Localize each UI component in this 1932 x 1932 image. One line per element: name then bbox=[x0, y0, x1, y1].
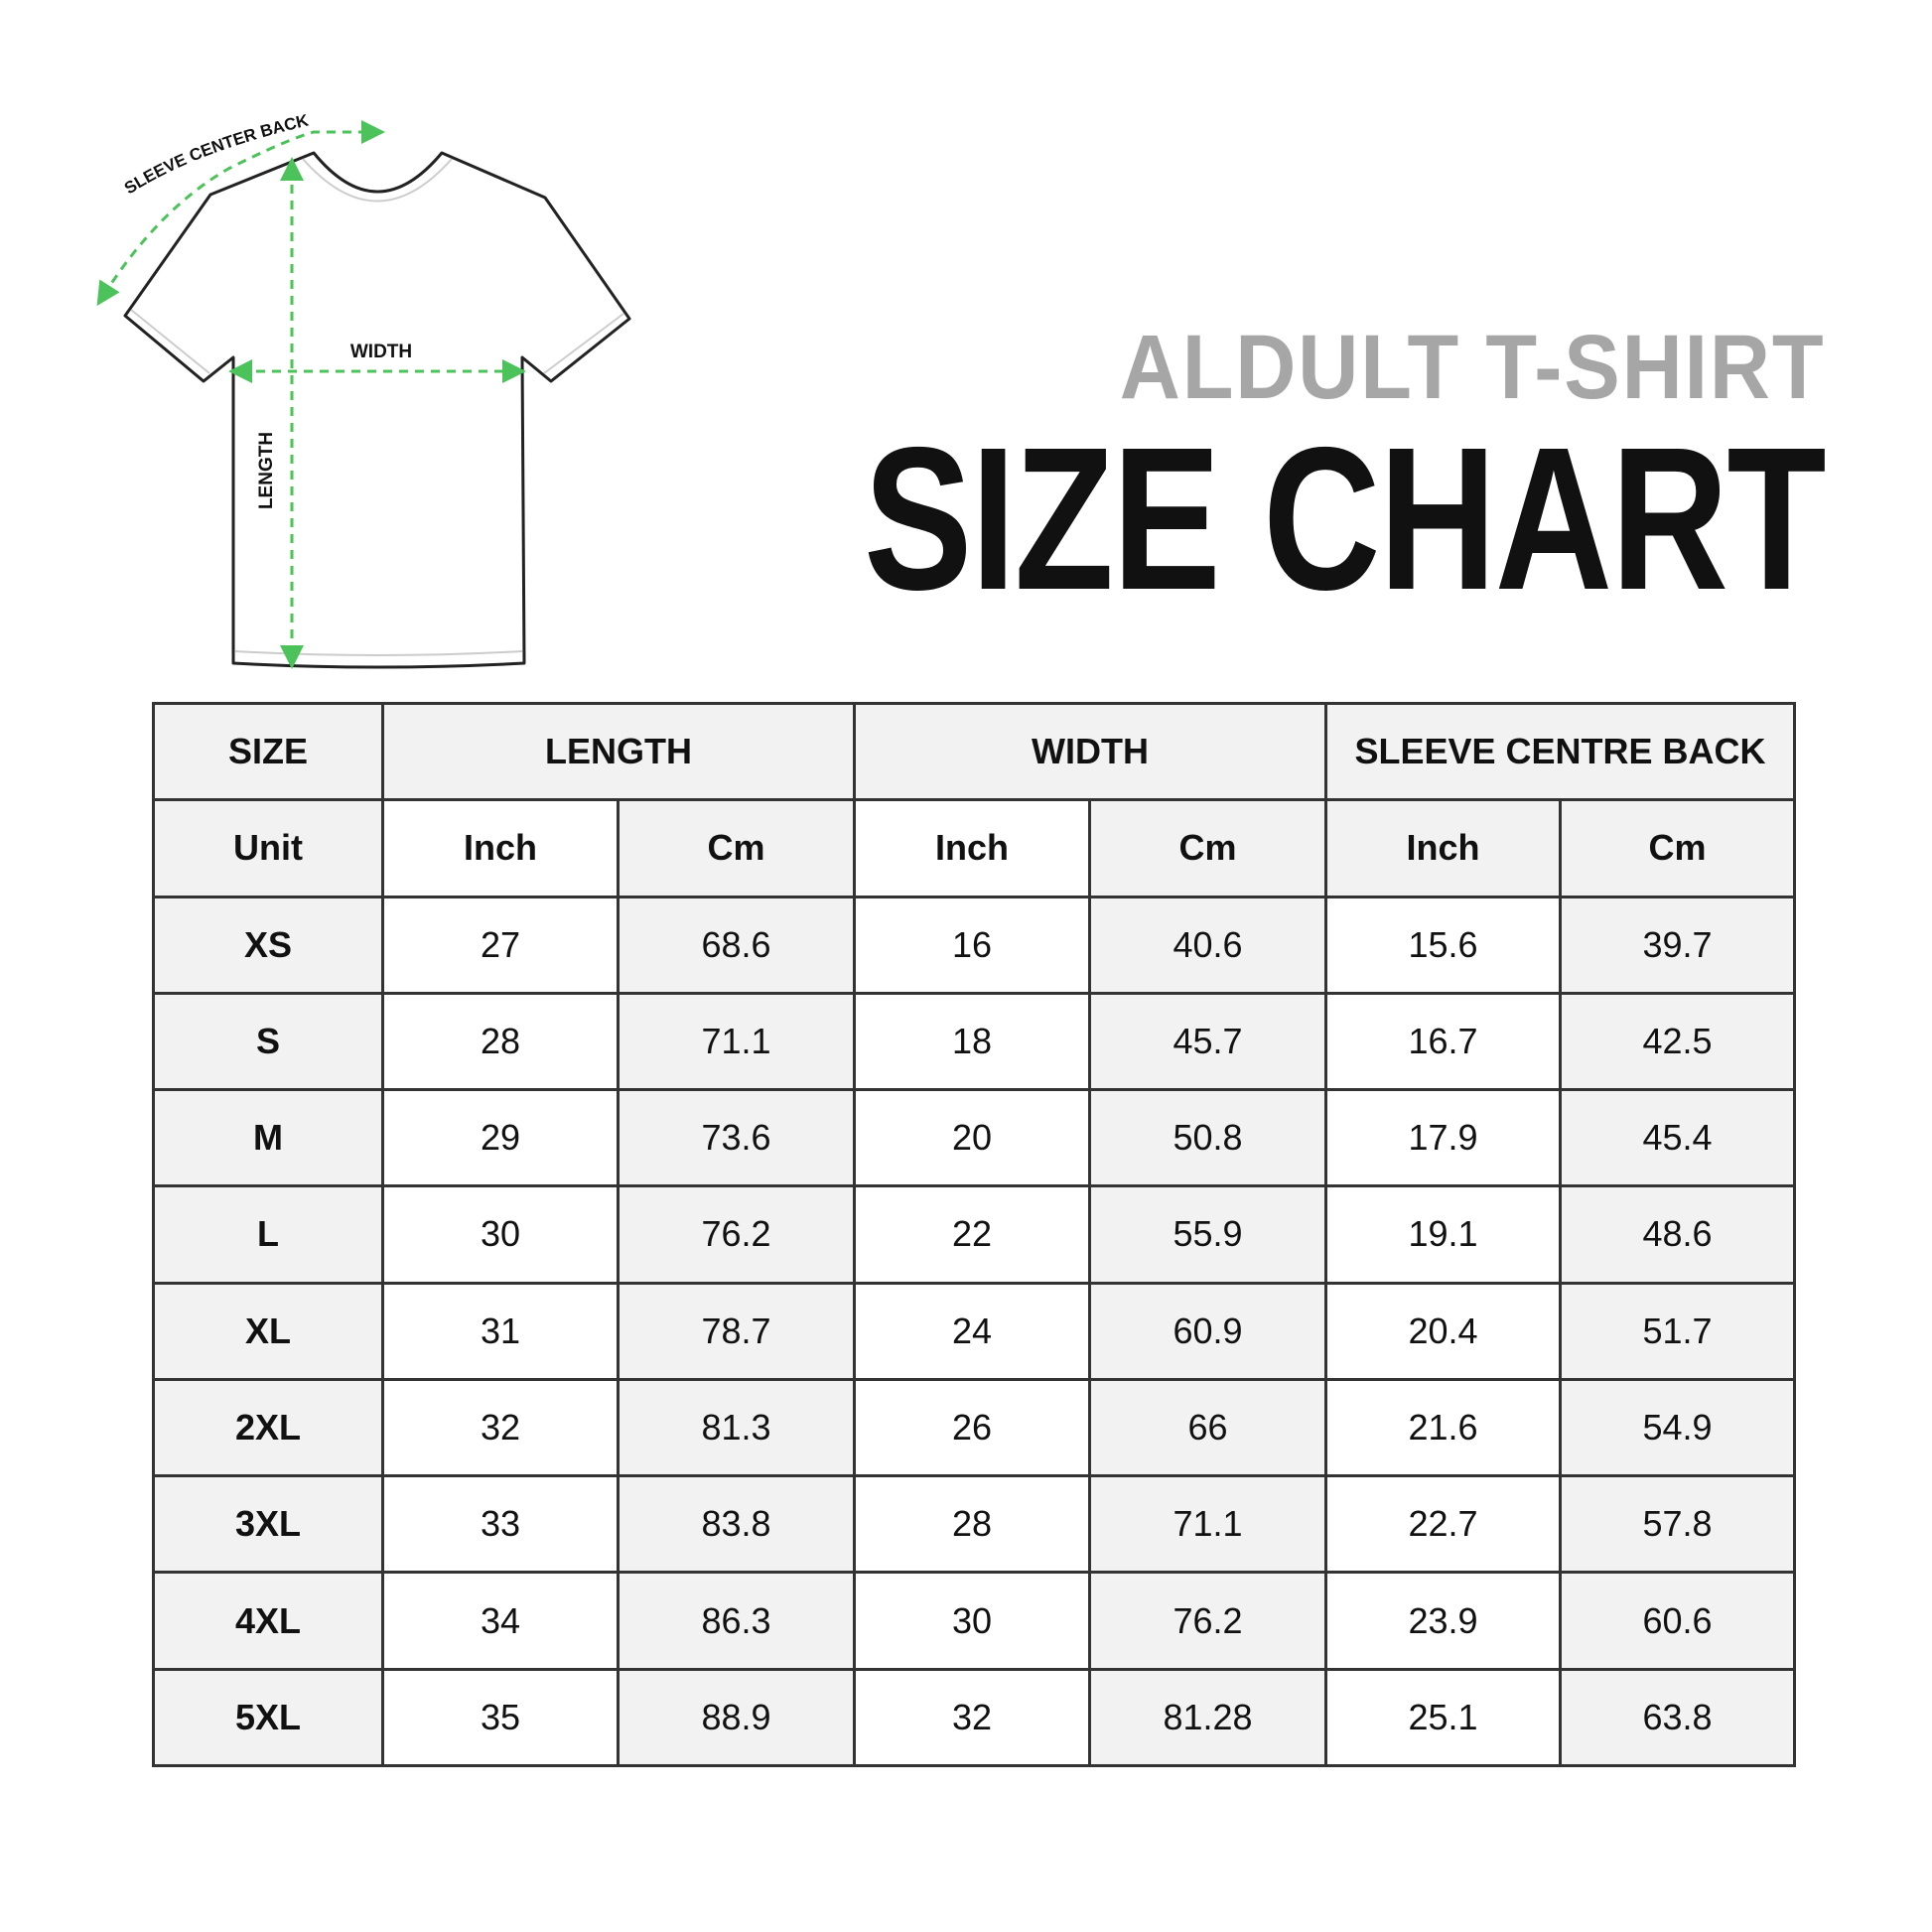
width-label: WIDTH bbox=[350, 342, 412, 362]
value-cell: 39.7 bbox=[1559, 895, 1796, 995]
unit-header: Inch bbox=[1324, 798, 1562, 898]
subtitle: ALDULT T-SHIRT bbox=[1119, 317, 1825, 418]
value-cell: 45.4 bbox=[1559, 1088, 1796, 1188]
table-row: S 28 71.1 18 45.7 16.7 42.5 bbox=[152, 991, 1796, 1092]
value-cell: 28 bbox=[853, 1474, 1091, 1575]
value-cell: 71.1 bbox=[617, 991, 856, 1092]
value-cell: 48.6 bbox=[1559, 1184, 1796, 1285]
size-cell: M bbox=[152, 1088, 384, 1188]
size-cell: L bbox=[152, 1184, 384, 1285]
value-cell: 27 bbox=[381, 895, 620, 995]
value-cell: 45.7 bbox=[1088, 991, 1327, 1092]
unit-header: Inch bbox=[381, 798, 620, 898]
value-cell: 55.9 bbox=[1088, 1184, 1327, 1285]
size-cell: 4XL bbox=[152, 1571, 384, 1671]
header-length: LENGTH bbox=[381, 701, 856, 802]
value-cell: 81.3 bbox=[617, 1377, 856, 1478]
value-cell: 76.2 bbox=[617, 1184, 856, 1285]
size-cell: XS bbox=[152, 895, 384, 995]
value-cell: 81.28 bbox=[1088, 1667, 1327, 1768]
table-row: 5XL 35 88.9 32 81.28 25.1 63.8 bbox=[152, 1667, 1796, 1768]
measure-lines bbox=[96, 120, 526, 669]
size-chart-table: SIZE LENGTH WIDTH SLEEVE CENTRE BACK Uni… bbox=[152, 701, 1796, 1768]
value-cell: 30 bbox=[381, 1184, 620, 1285]
value-cell: 51.7 bbox=[1559, 1281, 1796, 1381]
tshirt-outline bbox=[123, 151, 631, 669]
value-cell: 25.1 bbox=[1324, 1667, 1562, 1768]
value-cell: 22.7 bbox=[1324, 1474, 1562, 1575]
value-cell: 21.6 bbox=[1324, 1377, 1562, 1478]
value-cell: 68.6 bbox=[617, 895, 856, 995]
value-cell: 66 bbox=[1088, 1377, 1327, 1478]
table-row: M 29 73.6 20 50.8 17.9 45.4 bbox=[152, 1088, 1796, 1188]
page-title: SIZE CHART bbox=[864, 405, 1827, 632]
value-cell: 16.7 bbox=[1324, 991, 1562, 1092]
value-cell: 31 bbox=[381, 1281, 620, 1381]
value-cell: 78.7 bbox=[617, 1281, 856, 1381]
value-cell: 26 bbox=[853, 1377, 1091, 1478]
value-cell: 34 bbox=[381, 1571, 620, 1671]
table-row: 2XL 32 81.3 26 66 21.6 54.9 bbox=[152, 1377, 1796, 1478]
value-cell: 35 bbox=[381, 1667, 620, 1768]
header-row-units: Unit Inch Cm Inch Cm Inch Cm bbox=[152, 798, 1796, 898]
value-cell: 18 bbox=[853, 991, 1091, 1092]
size-cell: S bbox=[152, 991, 384, 1092]
size-cell: 2XL bbox=[152, 1377, 384, 1478]
value-cell: 17.9 bbox=[1324, 1088, 1562, 1188]
value-cell: 20.4 bbox=[1324, 1281, 1562, 1381]
table-row: L 30 76.2 22 55.9 19.1 48.6 bbox=[152, 1184, 1796, 1285]
size-cell: XL bbox=[152, 1281, 384, 1381]
table-row: XS 27 68.6 16 40.6 15.6 39.7 bbox=[152, 895, 1796, 995]
value-cell: 20 bbox=[853, 1088, 1091, 1188]
value-cell: 60.9 bbox=[1088, 1281, 1327, 1381]
value-cell: 86.3 bbox=[617, 1571, 856, 1671]
unit-header: Cm bbox=[1088, 798, 1327, 898]
header-row-groups: SIZE LENGTH WIDTH SLEEVE CENTRE BACK bbox=[152, 701, 1796, 802]
value-cell: 63.8 bbox=[1559, 1667, 1796, 1768]
table-row: XL 31 78.7 24 60.9 20.4 51.7 bbox=[152, 1281, 1796, 1381]
value-cell: 40.6 bbox=[1088, 895, 1327, 995]
value-cell: 42.5 bbox=[1559, 991, 1796, 1092]
value-cell: 33 bbox=[381, 1474, 620, 1575]
table-row: 4XL 34 86.3 30 76.2 23.9 60.6 bbox=[152, 1571, 1796, 1671]
value-cell: 73.6 bbox=[617, 1088, 856, 1188]
unit-header: Cm bbox=[617, 798, 856, 898]
value-cell: 22 bbox=[853, 1184, 1091, 1285]
table-row: 3XL 33 83.8 28 71.1 22.7 57.8 bbox=[152, 1474, 1796, 1575]
sleeve-label: SLEEVE CENTER BACK bbox=[121, 110, 311, 198]
value-cell: 57.8 bbox=[1559, 1474, 1796, 1575]
value-cell: 54.9 bbox=[1559, 1377, 1796, 1478]
header-width: WIDTH bbox=[853, 701, 1327, 802]
size-cell: 3XL bbox=[152, 1474, 384, 1575]
value-cell: 24 bbox=[853, 1281, 1091, 1381]
value-cell: 88.9 bbox=[617, 1667, 856, 1768]
value-cell: 32 bbox=[853, 1667, 1091, 1768]
value-cell: 30 bbox=[853, 1571, 1091, 1671]
value-cell: 32 bbox=[381, 1377, 620, 1478]
header-size: SIZE bbox=[152, 701, 384, 802]
unit-header: Cm bbox=[1559, 798, 1796, 898]
value-cell: 71.1 bbox=[1088, 1474, 1327, 1575]
tshirt-diagram: SLEEVE CENTER BACK WIDTH LENGTH bbox=[96, 110, 631, 669]
value-cell: 15.6 bbox=[1324, 895, 1562, 995]
value-cell: 76.2 bbox=[1088, 1571, 1327, 1671]
value-cell: 19.1 bbox=[1324, 1184, 1562, 1285]
value-cell: 23.9 bbox=[1324, 1571, 1562, 1671]
value-cell: 29 bbox=[381, 1088, 620, 1188]
value-cell: 83.8 bbox=[617, 1474, 856, 1575]
value-cell: 28 bbox=[381, 991, 620, 1092]
value-cell: 50.8 bbox=[1088, 1088, 1327, 1188]
length-label: LENGTH bbox=[256, 432, 277, 509]
header-sleeve: SLEEVE CENTRE BACK bbox=[1324, 701, 1796, 802]
size-cell: 5XL bbox=[152, 1667, 384, 1768]
unit-header: Inch bbox=[853, 798, 1091, 898]
value-cell: 60.6 bbox=[1559, 1571, 1796, 1671]
unit-header: Unit bbox=[152, 798, 384, 898]
value-cell: 16 bbox=[853, 895, 1091, 995]
